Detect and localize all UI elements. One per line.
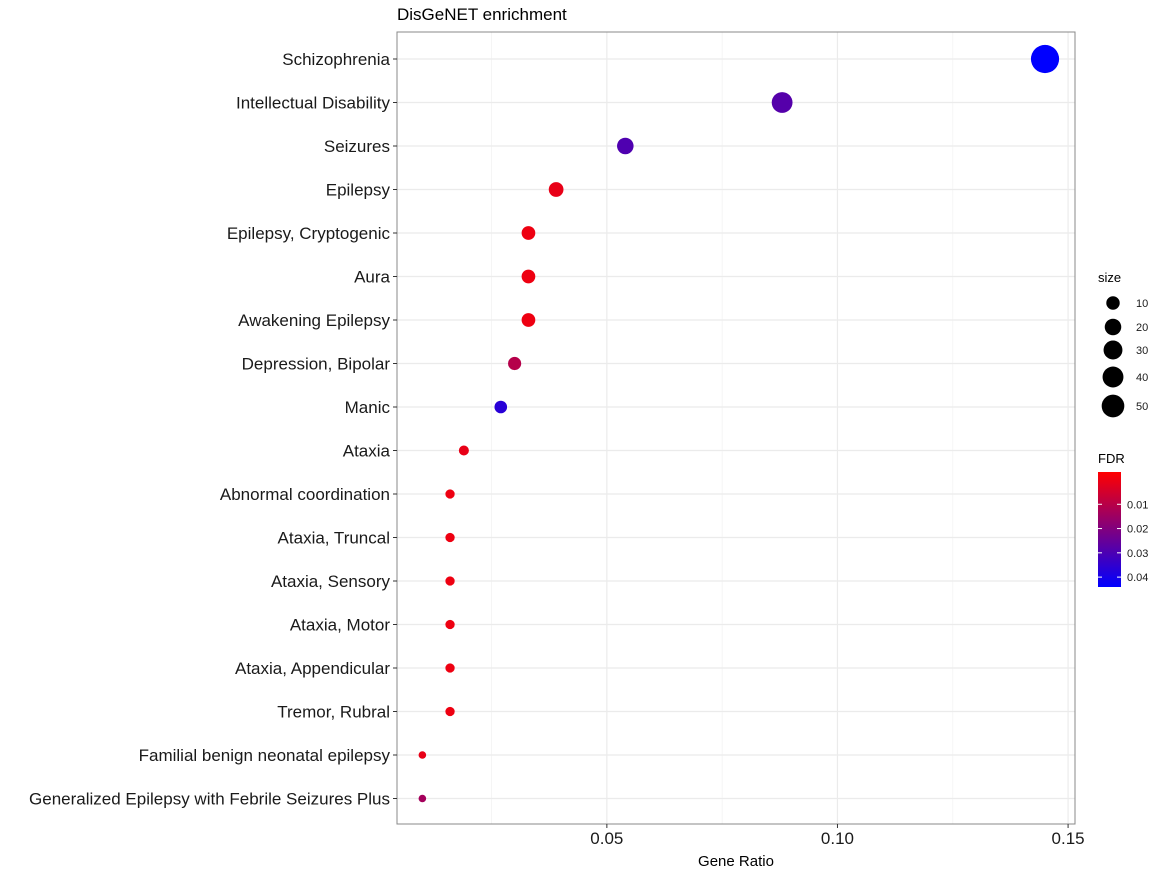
fdr-legend-label: 0.01 — [1127, 499, 1148, 511]
data-point — [548, 182, 564, 197]
data-point — [521, 269, 536, 284]
category-label: Depression, Bipolar — [242, 355, 391, 374]
category-label: Ataxia, Motor — [290, 616, 390, 635]
size-legend-label: 10 — [1136, 298, 1148, 310]
size-legend-label: 40 — [1136, 372, 1148, 384]
data-point — [445, 576, 455, 586]
category-label: Manic — [345, 398, 391, 417]
category-label: Epilepsy — [326, 181, 391, 200]
data-point — [445, 663, 455, 673]
data-point — [445, 489, 455, 499]
data-points — [418, 44, 1060, 803]
x-axis-title: Gene Ratio — [698, 853, 774, 870]
data-point — [508, 356, 522, 371]
category-label: Ataxia, Sensory — [271, 572, 391, 591]
fdr-legend-label: 0.04 — [1127, 572, 1148, 584]
data-point — [521, 313, 536, 327]
fdr-legend-label: 0.03 — [1127, 548, 1148, 560]
size-legend-key — [1106, 296, 1120, 310]
fdr-legend-title: FDR — [1098, 451, 1125, 466]
x-axis-ticks: 0.05 0.10 0.15 — [590, 824, 1085, 848]
chart-title: DisGeNET enrichment — [397, 5, 567, 24]
data-point — [458, 445, 469, 456]
x-tick-label: 0.05 — [590, 829, 623, 848]
category-label: Intellectual Disability — [236, 94, 391, 113]
panel-border — [396, 31, 1076, 825]
category-label: Tremor, Rubral — [277, 703, 390, 722]
category-label: Generalized Epilepsy with Febrile Seizur… — [29, 790, 390, 809]
data-point — [521, 226, 536, 240]
category-label: Epilepsy, Cryptogenic — [227, 224, 391, 243]
data-point — [1030, 44, 1060, 74]
size-legend: size 10 20 30 40 50 — [1098, 270, 1148, 418]
y-axis-labels: Schizophrenia Intellectual Disability Seiz… — [29, 50, 397, 809]
category-label: Familial benign neonatal epilepsy — [139, 746, 391, 765]
data-point — [445, 532, 455, 543]
size-legend-title: size — [1098, 270, 1121, 285]
fdr-colorbar — [1098, 472, 1121, 587]
fdr-legend: FDR 0.01 0.02 0.03 0.04 — [1098, 451, 1148, 587]
category-label: Ataxia, Appendicular — [235, 659, 390, 678]
grid-lines — [397, 32, 1075, 824]
category-label: Ataxia, Truncal — [278, 529, 390, 548]
category-label: Schizophrenia — [282, 50, 390, 69]
category-label: Aura — [354, 268, 390, 287]
size-legend-label: 30 — [1136, 345, 1148, 357]
size-legend-key — [1103, 340, 1123, 360]
data-point — [617, 137, 634, 155]
size-legend-key — [1101, 394, 1125, 418]
data-point — [445, 706, 455, 717]
category-label: Ataxia — [343, 442, 391, 461]
category-label: Abnormal coordination — [220, 485, 390, 504]
category-label: Seizures — [324, 137, 390, 156]
data-point — [771, 92, 793, 113]
data-point — [418, 751, 427, 759]
size-legend-label: 20 — [1136, 322, 1148, 334]
x-tick-label: 0.15 — [1052, 829, 1085, 848]
data-point — [418, 794, 427, 803]
data-point — [445, 619, 455, 630]
size-legend-key — [1104, 318, 1122, 336]
data-point — [494, 400, 508, 414]
size-legend-label: 50 — [1136, 401, 1148, 413]
category-label: Awakening Epilepsy — [238, 311, 390, 330]
fdr-legend-label: 0.02 — [1127, 524, 1148, 536]
size-legend-key — [1102, 366, 1124, 388]
x-tick-label: 0.10 — [821, 829, 854, 848]
